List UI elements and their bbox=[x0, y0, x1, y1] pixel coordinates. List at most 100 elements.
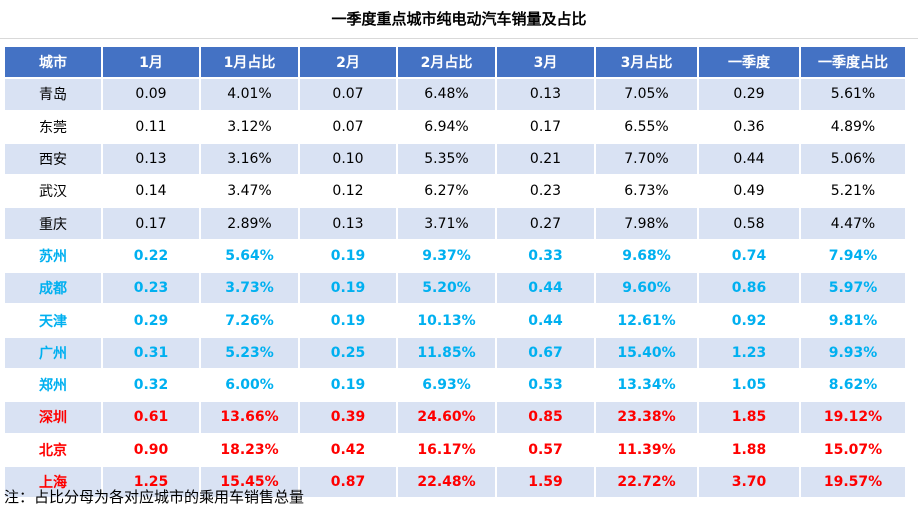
header-row: 城市 1月 1月占比 2月 2月占比 3月 3月占比 一季度 一季度占比 bbox=[3, 44, 907, 80]
value-cell: 18.23% bbox=[199, 432, 300, 467]
table-row: 武汉 0.14 3.47% 0.12 6.27% 0.23 6.73% 0.49 5.21% bbox=[3, 174, 907, 209]
value-cell: 12.61% bbox=[594, 303, 699, 338]
value-cell: 1.25 bbox=[101, 464, 201, 500]
value-cell: 7.05% bbox=[594, 77, 699, 112]
header-cell: 3月占比 bbox=[594, 44, 699, 80]
city-cell: 武汉 bbox=[3, 174, 103, 209]
value-cell: 0.61 bbox=[101, 400, 201, 435]
value-cell: 16.17% bbox=[396, 432, 497, 467]
value-cell: 19.12% bbox=[799, 400, 907, 435]
value-cell: 1.85 bbox=[697, 400, 801, 435]
value-cell: 7.98% bbox=[594, 206, 699, 241]
city-cell: 上海 bbox=[3, 464, 103, 500]
value-cell: 3.70 bbox=[697, 464, 801, 500]
value-cell: 6.73% bbox=[594, 174, 699, 209]
city-cell: 东莞 bbox=[3, 109, 103, 144]
value-cell: 0.58 bbox=[697, 206, 801, 241]
value-cell: 3.47% bbox=[199, 174, 300, 209]
table-row: 西安 0.13 3.16% 0.10 5.35% 0.21 7.70% 0.44 5.06% bbox=[3, 141, 907, 177]
value-cell: 9.81% bbox=[799, 303, 907, 338]
value-cell: 0.32 bbox=[101, 367, 201, 403]
value-cell: 0.42 bbox=[298, 432, 398, 467]
city-cell: 青岛 bbox=[3, 77, 103, 112]
value-cell: 11.39% bbox=[594, 432, 699, 467]
value-cell: 9.37% bbox=[396, 238, 497, 274]
value-cell: 5.20% bbox=[396, 271, 497, 306]
value-cell: 0.14 bbox=[101, 174, 201, 209]
city-cell: 苏州 bbox=[3, 238, 103, 274]
value-cell: 0.19 bbox=[298, 238, 398, 274]
value-cell: 4.89% bbox=[799, 109, 907, 144]
value-cell: 0.53 bbox=[495, 367, 596, 403]
value-cell: 11.85% bbox=[396, 335, 497, 370]
value-cell: 0.33 bbox=[495, 238, 596, 274]
value-cell: 0.44 bbox=[495, 271, 596, 306]
table-row: 北京 0.90 18.23% 0.42 16.17% 0.57 11.39% 1.88 15.0… bbox=[3, 432, 907, 467]
table-row: 东莞 0.11 3.12% 0.07 6.94% 0.17 6.55% 0.36 4.89% bbox=[3, 109, 907, 144]
value-cell: 6.48% bbox=[396, 77, 497, 112]
value-cell: 9.60% bbox=[594, 271, 699, 306]
value-cell: 0.36 bbox=[697, 109, 801, 144]
value-cell: 0.17 bbox=[495, 109, 596, 144]
value-cell: 0.12 bbox=[298, 174, 398, 209]
value-cell: 0.13 bbox=[495, 77, 596, 112]
value-cell: 3.71% bbox=[396, 206, 497, 241]
value-cell: 0.17 bbox=[101, 206, 201, 241]
value-cell: 6.55% bbox=[594, 109, 699, 144]
table-row: 广州 0.31 5.23% 0.25 11.85% 0.67 15.40% 1.23 9.93% bbox=[3, 335, 907, 370]
value-cell: 0.10 bbox=[298, 141, 398, 177]
table-row: 成都 0.23 3.73% 0.19 5.20% 0.44 9.60% 0.86 5.97% bbox=[3, 271, 907, 306]
city-cell: 北京 bbox=[3, 432, 103, 467]
header-cell: 2月占比 bbox=[396, 44, 497, 80]
value-cell: 9.93% bbox=[799, 335, 907, 370]
header-cell: 一季度 bbox=[697, 44, 801, 80]
value-cell: 15.45% bbox=[199, 464, 300, 500]
value-cell: 0.86 bbox=[697, 271, 801, 306]
table-row: 重庆 0.17 2.89% 0.13 3.71% 0.27 7.98% 0.58 4.47% bbox=[3, 206, 907, 241]
header-cell: 2月 bbox=[298, 44, 398, 80]
value-cell: 0.39 bbox=[298, 400, 398, 435]
city-cell: 西安 bbox=[3, 141, 103, 177]
city-cell: 郑州 bbox=[3, 367, 103, 403]
value-cell: 0.31 bbox=[101, 335, 201, 370]
value-cell: 7.94% bbox=[799, 238, 907, 274]
value-cell: 22.72% bbox=[594, 464, 699, 500]
header-cell: 1月 bbox=[101, 44, 201, 80]
value-cell: 0.85 bbox=[495, 400, 596, 435]
city-cell: 深圳 bbox=[3, 400, 103, 435]
value-cell: 0.19 bbox=[298, 271, 398, 306]
value-cell: 3.12% bbox=[199, 109, 300, 144]
value-cell: 0.19 bbox=[298, 303, 398, 338]
value-cell: 0.44 bbox=[495, 303, 596, 338]
value-cell: 5.21% bbox=[799, 174, 907, 209]
table-row: 苏州 0.22 5.64% 0.19 9.37% 0.33 9.68% 0.74 7.94% bbox=[3, 238, 907, 274]
value-cell: 13.34% bbox=[594, 367, 699, 403]
value-cell: 5.06% bbox=[799, 141, 907, 177]
city-cell: 重庆 bbox=[3, 206, 103, 241]
sales-table: 城市 1月 1月占比 2月 2月占比 3月 3月占比 一季度 一季度占比 青岛 0… bbox=[3, 44, 907, 500]
value-cell: 9.68% bbox=[594, 238, 699, 274]
value-cell: 0.13 bbox=[298, 206, 398, 241]
value-cell: 7.70% bbox=[594, 141, 699, 177]
value-cell: 0.07 bbox=[298, 109, 398, 144]
value-cell: 0.92 bbox=[697, 303, 801, 338]
value-cell: 5.23% bbox=[199, 335, 300, 370]
city-cell: 成都 bbox=[3, 271, 103, 306]
value-cell: 0.74 bbox=[697, 238, 801, 274]
value-cell: 4.47% bbox=[799, 206, 907, 241]
value-cell: 0.27 bbox=[495, 206, 596, 241]
table-row: 天津 0.29 7.26% 0.19 10.13% 0.44 12.61% 0.92 9.81% bbox=[3, 303, 907, 338]
value-cell: 13.66% bbox=[199, 400, 300, 435]
value-cell: 1.88 bbox=[697, 432, 801, 467]
value-cell: 0.07 bbox=[298, 77, 398, 112]
value-cell: 1.05 bbox=[697, 367, 801, 403]
value-cell: 1.59 bbox=[495, 464, 596, 500]
value-cell: 24.60% bbox=[396, 400, 497, 435]
header-cell: 城市 bbox=[3, 44, 103, 80]
value-cell: 19.57% bbox=[799, 464, 907, 500]
value-cell: 5.64% bbox=[199, 238, 300, 274]
header-cell: 1月占比 bbox=[199, 44, 300, 80]
value-cell: 6.27% bbox=[396, 174, 497, 209]
value-cell: 15.40% bbox=[594, 335, 699, 370]
value-cell: 0.44 bbox=[697, 141, 801, 177]
